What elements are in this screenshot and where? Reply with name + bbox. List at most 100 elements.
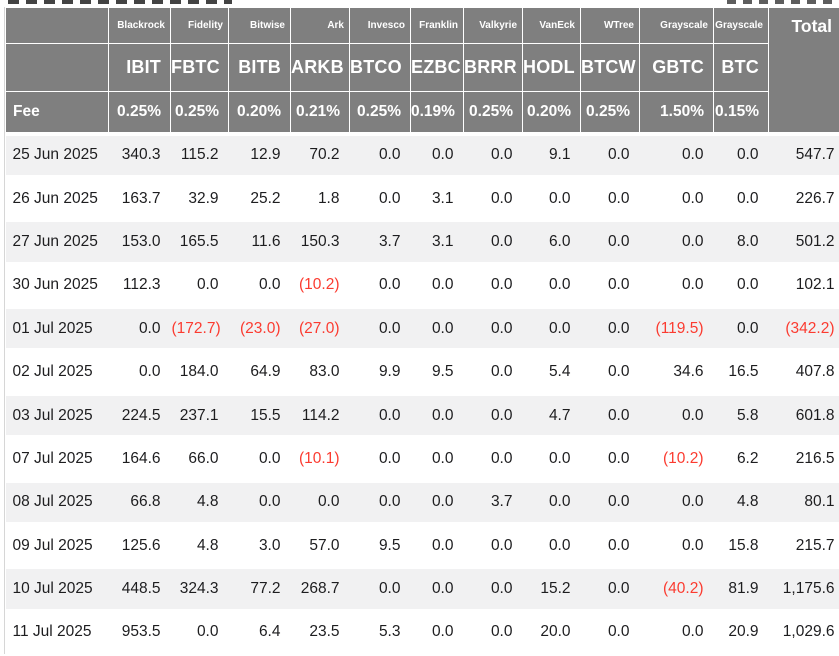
flow-cell: 165.5 <box>171 220 229 263</box>
flow-cell: (27.0) <box>291 307 350 350</box>
ticker-header: EZBC <box>411 44 464 92</box>
date-cell: 01 Jul 2025 <box>6 307 109 350</box>
date-cell: 07 Jul 2025 <box>6 437 109 480</box>
flow-cell: 83.0 <box>291 350 350 393</box>
issuer-header: Grayscale <box>640 8 714 44</box>
flow-cell: 0.0 <box>640 220 714 263</box>
total-cell: 216.5 <box>769 437 839 480</box>
issuer-header: Blackrock <box>109 8 171 44</box>
fee-cell: 0.20% <box>523 92 581 134</box>
flow-cell: 0.0 <box>464 307 523 350</box>
flow-cell: (172.7) <box>171 307 229 350</box>
flow-cell: 4.8 <box>171 524 229 567</box>
flow-cell: (119.5) <box>640 307 714 350</box>
flow-cell: 16.5 <box>714 350 769 393</box>
flow-cell: 0.0 <box>523 437 581 480</box>
flow-cell: 12.9 <box>229 134 291 177</box>
flow-cell: 0.0 <box>464 567 523 610</box>
date-cell: 26 Jun 2025 <box>6 177 109 220</box>
flow-cell: 0.0 <box>523 307 581 350</box>
flow-cell: 3.1 <box>411 177 464 220</box>
fee-cell: 0.25% <box>171 92 229 134</box>
total-cell: 1,029.6 <box>769 611 839 654</box>
flow-cell: 0.0 <box>411 394 464 437</box>
ticker-header: HODL <box>523 44 581 92</box>
flow-cell: 953.5 <box>109 611 171 654</box>
flow-cell: 0.0 <box>581 220 640 263</box>
flow-cell: 268.7 <box>291 567 350 610</box>
flow-cell: 153.0 <box>109 220 171 263</box>
flow-cell: 0.0 <box>640 264 714 307</box>
date-cell: 11 Jul 2025 <box>6 611 109 654</box>
flow-cell: 81.9 <box>714 567 769 610</box>
issuer-header: Invesco <box>350 8 411 44</box>
flow-cell: 115.2 <box>171 134 229 177</box>
flow-cell: 150.3 <box>291 220 350 263</box>
flow-cell: 34.6 <box>640 350 714 393</box>
flow-cell: 112.3 <box>109 264 171 307</box>
flow-cell: 0.0 <box>464 350 523 393</box>
flow-cell: 0.0 <box>464 134 523 177</box>
flow-cell: 340.3 <box>109 134 171 177</box>
flow-cell: 0.0 <box>109 307 171 350</box>
clipped-title-fragment-left <box>8 0 232 4</box>
flow-cell: 77.2 <box>229 567 291 610</box>
flow-cell: 0.0 <box>229 264 291 307</box>
flow-cell: 0.0 <box>714 177 769 220</box>
flow-cell: 0.0 <box>581 567 640 610</box>
fee-cell: 0.25% <box>464 92 523 134</box>
corner-cell <box>6 8 109 44</box>
flow-cell: 163.7 <box>109 177 171 220</box>
flow-cell: 0.0 <box>411 481 464 524</box>
issuer-header: Valkyrie <box>464 8 523 44</box>
flow-cell: 3.0 <box>229 524 291 567</box>
total-cell: 80.1 <box>769 481 839 524</box>
flow-cell: 0.0 <box>581 264 640 307</box>
issuer-header: Ark <box>291 8 350 44</box>
flow-cell: 0.0 <box>171 264 229 307</box>
issuer-header: WTree <box>581 8 640 44</box>
flow-cell: 0.0 <box>350 567 411 610</box>
flow-cell: 324.3 <box>171 567 229 610</box>
flow-cell: 0.0 <box>464 611 523 654</box>
flow-cell: 0.0 <box>581 524 640 567</box>
flow-cell: 5.8 <box>714 394 769 437</box>
flow-cell: 0.0 <box>464 220 523 263</box>
flow-cell: (40.2) <box>640 567 714 610</box>
flow-cell: 0.0 <box>229 437 291 480</box>
flow-cell: 15.5 <box>229 394 291 437</box>
flow-cell: 11.6 <box>229 220 291 263</box>
flow-cell: 9.9 <box>350 350 411 393</box>
flow-cell: 57.0 <box>291 524 350 567</box>
flow-cell: 184.0 <box>171 350 229 393</box>
fee-cell: 0.25% <box>109 92 171 134</box>
flow-cell: 4.8 <box>171 481 229 524</box>
flow-cell: 0.0 <box>350 481 411 524</box>
flow-cell: 0.0 <box>350 264 411 307</box>
total-cell: 1,175.6 <box>769 567 839 610</box>
issuer-header: Franklin <box>411 8 464 44</box>
flow-cell: 9.1 <box>523 134 581 177</box>
flow-cell: 0.0 <box>640 134 714 177</box>
flow-cell: 23.5 <box>291 611 350 654</box>
flow-cell: 114.2 <box>291 394 350 437</box>
flow-cell: 20.9 <box>714 611 769 654</box>
date-cell: 02 Jul 2025 <box>6 350 109 393</box>
issuer-header: Grayscale <box>714 8 769 44</box>
issuer-header: VanEck <box>523 8 581 44</box>
flow-cell: 3.7 <box>350 220 411 263</box>
issuer-header: Fidelity <box>171 8 229 44</box>
flow-cell: (10.2) <box>291 264 350 307</box>
ticker-header: BITB <box>229 44 291 92</box>
flow-cell: 0.0 <box>640 524 714 567</box>
flow-cell: 224.5 <box>109 394 171 437</box>
flow-cell: 0.0 <box>464 524 523 567</box>
ticker-header: FBTC <box>171 44 229 92</box>
